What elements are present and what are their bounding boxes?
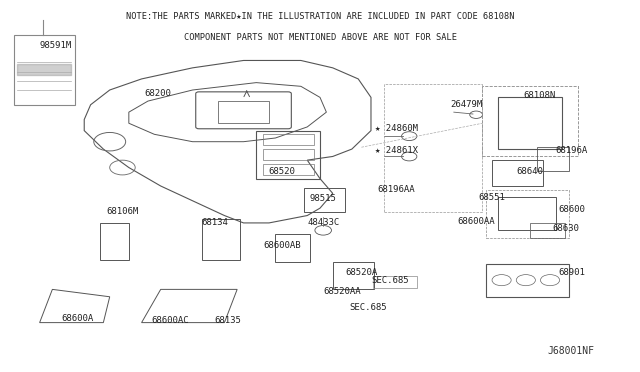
Text: 26479M: 26479M [451, 100, 483, 109]
Text: 68600AA: 68600AA [458, 217, 495, 225]
Text: 68901: 68901 [558, 268, 585, 277]
Text: 68551: 68551 [479, 193, 506, 202]
Text: 48433C: 48433C [307, 218, 339, 227]
Text: 68520A: 68520A [346, 268, 378, 277]
Text: 68106M: 68106M [106, 207, 139, 217]
Text: ★ 24860M: ★ 24860M [375, 124, 418, 133]
Bar [218, 101, 269, 123]
Text: 68135: 68135 [214, 316, 241, 325]
Bar [262, 164, 314, 175]
Bar [262, 149, 314, 160]
Text: 68630: 68630 [552, 224, 579, 233]
Text: 68520: 68520 [268, 167, 295, 176]
Text: COMPONENT PARTS NOT MENTIONED ABOVE ARE NOT FOR SALE: COMPONENT PARTS NOT MENTIONED ABOVE ARE … [184, 33, 456, 42]
Text: 68520AA: 68520AA [323, 287, 361, 296]
Text: 68600AC: 68600AC [152, 316, 189, 325]
Text: 68640: 68640 [517, 167, 544, 176]
Text: 68600A: 68600A [61, 314, 94, 323]
Text: 68108N: 68108N [524, 91, 556, 100]
Text: SEC.685: SEC.685 [371, 276, 409, 285]
Text: 68134: 68134 [202, 218, 228, 227]
Text: 68600AB: 68600AB [263, 241, 301, 250]
Bar [262, 134, 314, 145]
Text: 98515: 98515 [310, 195, 337, 203]
Text: 68196AA: 68196AA [378, 185, 415, 194]
Text: 68200: 68200 [144, 89, 171, 98]
Text: NOTE:THE PARTS MARKED★IN THE ILLUSTRATION ARE INCLUDED IN PART CODE 68108N: NOTE:THE PARTS MARKED★IN THE ILLUSTRATIO… [125, 13, 515, 22]
Text: J68001NF: J68001NF [547, 346, 594, 356]
Text: 68600: 68600 [558, 205, 585, 215]
Text: ★ 24861X: ★ 24861X [375, 147, 418, 155]
Text: 98591M: 98591M [40, 41, 72, 50]
Text: SEC.685: SEC.685 [349, 303, 387, 312]
Text: 68196A: 68196A [556, 147, 588, 155]
